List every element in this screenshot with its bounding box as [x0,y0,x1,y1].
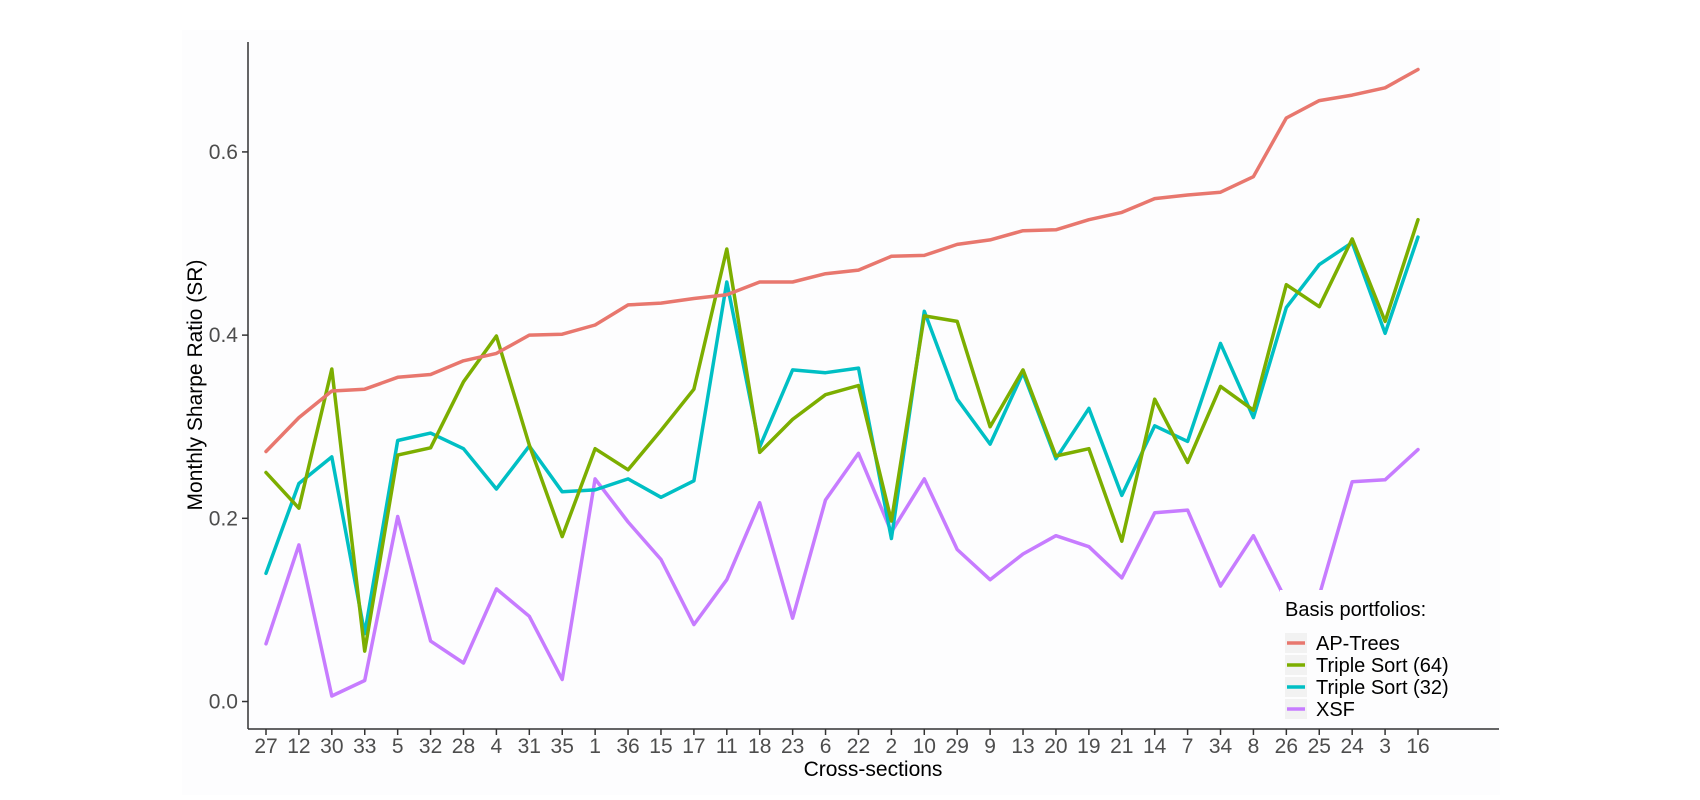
x-tick-label: 29 [946,735,969,758]
x-tick-label: 27 [254,735,277,758]
legend-label: Triple Sort (64) [1316,655,1449,677]
x-tick-label: 13 [1011,735,1034,758]
series-line-ap-trees [264,67,1420,454]
x-tick-label: 22 [847,735,870,758]
x-tick-label: 5 [392,735,404,758]
x-tick-label: 1 [589,735,601,758]
x-tick-label: 12 [287,735,310,758]
x-tick-label: 36 [616,735,639,758]
legend-background [1280,590,1495,725]
x-tick-label: 20 [1044,735,1067,758]
y-tick-label: 0.4 [209,324,239,347]
y-tick-label: 0.0 [209,691,238,714]
x-tick-label: 31 [518,735,541,758]
x-tick-label: 8 [1248,735,1260,758]
x-tick-label: 9 [984,735,996,758]
x-tick-label: 10 [913,735,936,758]
y-axis-title: Monthly Sharpe Ratio (SR) [184,260,207,511]
y-tick-label: 0.6 [209,141,238,164]
series-line-triple-sort-64 [264,217,1420,653]
x-tick-label: 21 [1110,735,1133,758]
x-tick-label: 2 [886,735,898,758]
x-tick-label: 15 [649,735,672,758]
x-tick-label: 3 [1379,735,1391,758]
y-tick-label: 0.2 [209,507,238,530]
x-tick-label: 18 [748,735,771,758]
x-tick-label: 16 [1406,735,1429,758]
x-tick-label: 30 [320,735,343,758]
x-axis-title: Cross-sections [804,758,943,781]
x-tick-label: 23 [781,735,804,758]
series-layer [264,67,1420,698]
axes-layer [247,42,1499,730]
x-tick-label: 34 [1209,735,1233,758]
x-tick-label: 4 [491,735,503,758]
legend-title: Basis portfolios: [1285,599,1426,621]
x-tick-label: 19 [1077,735,1100,758]
x-tick-label: 33 [353,735,376,758]
x-tick-label: 35 [551,735,574,758]
x-tick-label: 28 [452,735,475,758]
x-tick-label: 25 [1308,735,1331,758]
series-line-triple-sort-32 [264,235,1420,636]
x-tick-label: 11 [716,735,738,758]
legend-label: XSF [1316,699,1355,721]
legend-label: Triple Sort (32) [1316,677,1449,699]
x-tick-label: 6 [820,735,832,758]
x-tick-label: 24 [1340,735,1364,758]
x-tick-label: 26 [1275,735,1298,758]
x-tick-label: 7 [1182,735,1194,758]
y-ticks: 0.0 0.2 0.4 0.6 [209,141,248,714]
x-tick-label: 17 [682,735,705,758]
x-tick-label: 14 [1143,735,1167,758]
legend-label: AP-Trees [1316,633,1400,655]
series-line-xsf [264,447,1420,698]
x-tick-label: 32 [419,735,442,758]
x-ticks: 27 12 30 33 5 32 28 4 31 35 1 36 15 17 11 18 23 6 22 2 10 29 9… [254,729,1430,758]
